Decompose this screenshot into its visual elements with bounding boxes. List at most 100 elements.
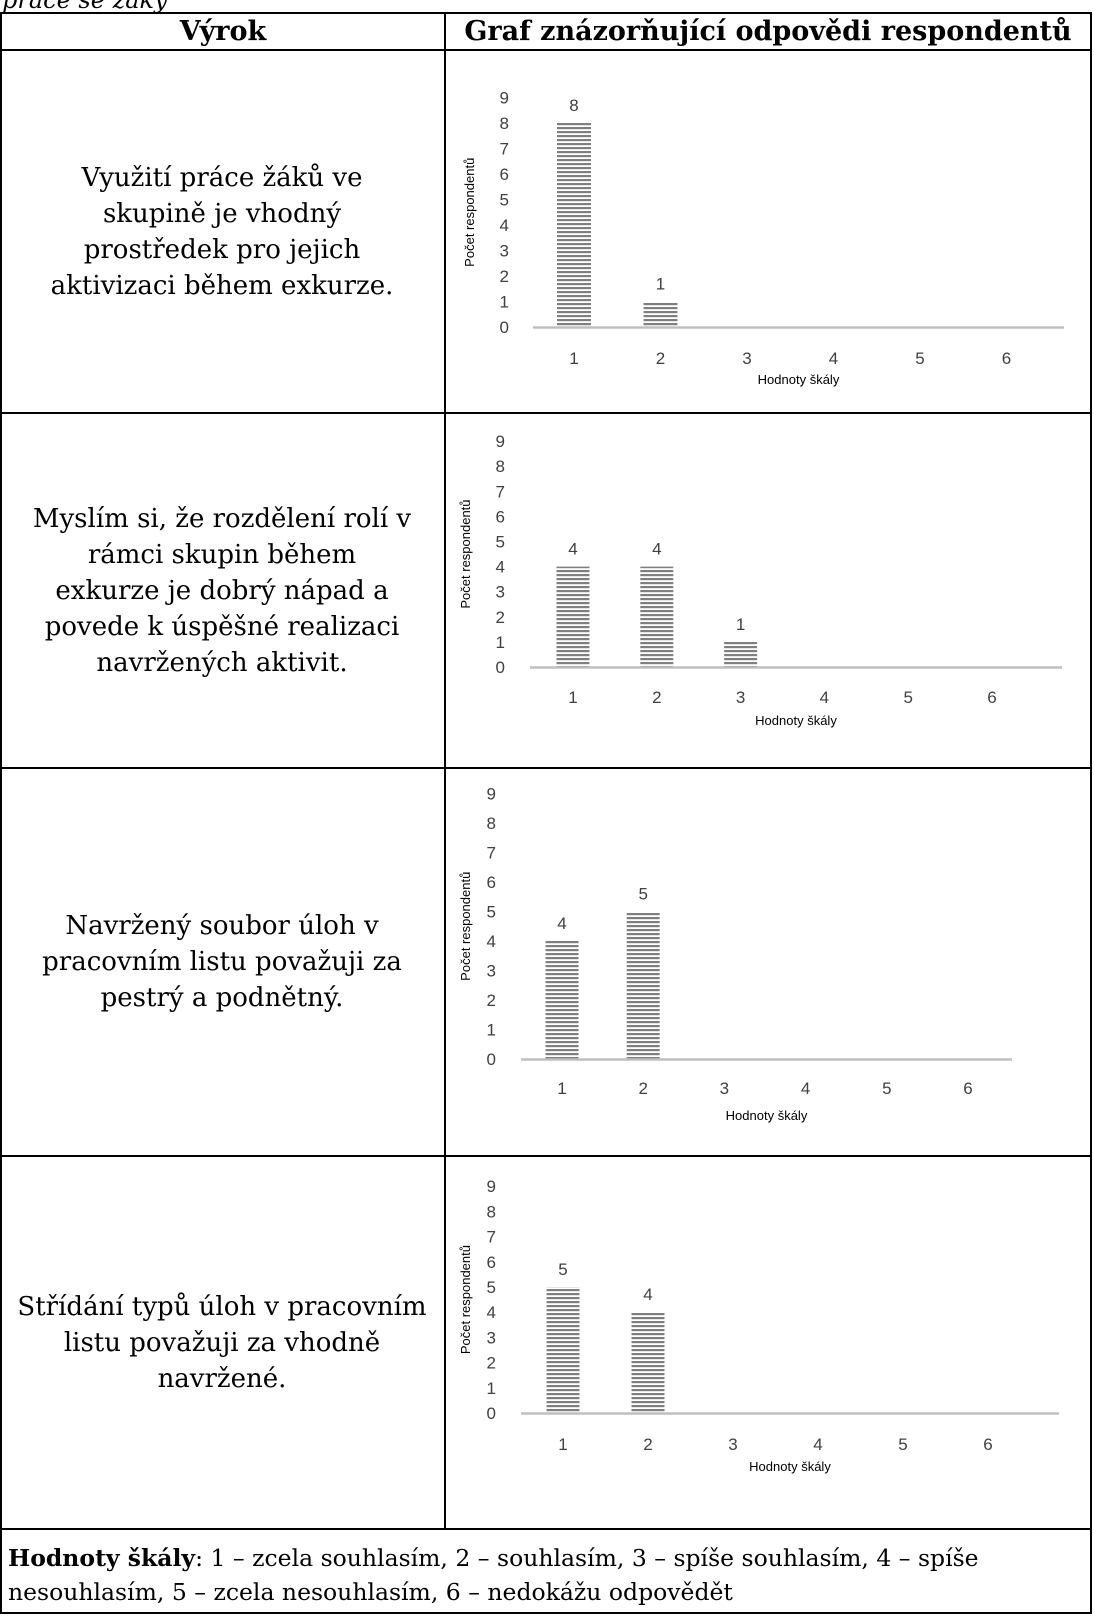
y-axis-title: Počet respondentů [462,158,477,267]
y-tick-label: 1 [496,633,505,652]
y-tick-label: 4 [487,932,496,951]
x-tick-label: 3 [728,1435,737,1454]
data-label: 4 [557,914,566,933]
x-tick-label: 4 [801,1079,810,1098]
y-tick-label: 8 [500,114,509,133]
column-divider [444,12,446,1529]
y-tick-label: 0 [487,1050,496,1069]
x-tick-label: 3 [736,688,745,707]
header-statement: Výrok [179,16,267,47]
bar [724,641,758,667]
statement-4: Střídání typů úloh v pracovním listu pov… [17,1291,427,1394]
y-tick-label: 0 [487,1404,496,1423]
row-divider [0,49,1092,51]
y-tick-label: 8 [496,457,505,476]
chart-3: 0 1 2 3 4 5 6 7 8 9 Počet respondentů 4 1 5 2 3 4 5 6 Hodno… [458,785,1012,1123]
x-tick-label: 6 [987,688,996,707]
x-tick-label: 5 [915,349,924,368]
table-border-left [0,12,2,1614]
x-tick-label: 6 [1002,349,1011,368]
row-divider [0,1155,1092,1157]
data-label: 4 [643,1285,652,1304]
x-tick-label: 3 [720,1079,729,1098]
x-tick-label: 1 [558,1435,567,1454]
y-tick-label: 5 [487,1278,496,1297]
y-tick-label: 3 [487,1328,496,1347]
y-tick-label: 9 [500,89,509,108]
y-tick-label: 7 [496,482,505,501]
x-tick-label: 2 [652,688,661,707]
x-tick-label: 5 [882,1079,891,1098]
x-axis-title: Hodnoty škály [758,372,840,387]
survey-table: Výrok Graf znázorňující odpovědi respond… [0,12,1092,1614]
x-tick-label: 4 [820,688,829,707]
x-axis-title: Hodnoty škály [755,713,837,728]
x-tick-label: 6 [963,1079,972,1098]
y-tick-label: 9 [487,785,496,804]
y-tick-label: 3 [487,962,496,981]
y-axis-title: Počet respondentů [458,1245,473,1354]
y-tick-label: 3 [496,583,505,602]
x-tick-label: 2 [656,349,665,368]
x-tick-label: 1 [569,349,578,368]
table-border-top [0,12,1092,14]
x-tick-label: 5 [903,688,912,707]
legend-label: Hodnoty škály [8,1544,196,1572]
y-tick-label: 6 [487,873,496,892]
data-label: 8 [569,96,578,115]
chart-2: 0 1 2 3 4 5 6 7 8 9 Počet respondentů 4 1 4 2 1 3 4 5 6 Hodn… [458,432,1062,728]
y-tick-label: 7 [500,140,509,159]
table-border-bottom [0,1612,1092,1614]
bar [626,911,660,1059]
row-divider [0,412,1092,414]
x-tick-label: 1 [568,688,577,707]
y-tick-label: 4 [496,558,505,577]
x-tick-label: 5 [898,1435,907,1454]
table-border-right [1090,12,1092,1614]
y-tick-label: 5 [496,533,505,552]
y-tick-label: 7 [487,1228,496,1247]
legend-text: : 1 – zcela souhlasím, 2 – souhlasím, 3 … [8,1544,979,1606]
y-tick-label: 8 [487,814,496,833]
x-tick-label: 4 [829,349,838,368]
y-tick-label: 6 [500,165,509,184]
statement-2: Myslím si, že rozdělení rolí v rámci sku… [32,503,412,678]
data-label: 4 [652,540,661,559]
y-tick-label: 2 [487,991,496,1010]
x-tick-label: 3 [742,349,751,368]
y-tick-label: 0 [496,658,505,677]
x-tick-label: 1 [557,1079,566,1098]
y-tick-label: 9 [496,432,505,451]
y-tick-label: 2 [496,608,505,627]
row-divider [0,767,1092,769]
data-label: 1 [736,615,745,634]
y-axis-title: Počet respondentů [458,872,473,981]
y-tick-label: 9 [487,1177,496,1196]
x-tick-label: 2 [643,1435,652,1454]
statement-1: Využití práce žáků ve skupině je vhodný … [50,162,394,301]
y-tick-label: 3 [500,242,509,261]
row-divider [0,1528,1092,1530]
bar [643,301,678,327]
x-tick-label: 4 [813,1435,822,1454]
bar [640,566,674,667]
y-axis-title: Počet respondentů [458,499,473,608]
x-tick-label: 6 [983,1435,992,1454]
header-chart: Graf znázorňující odpovědi respondentů [464,16,1072,47]
table-caption-fragment: práce se žáky [2,0,168,14]
y-tick-label: 8 [487,1202,496,1221]
y-tick-label: 2 [500,267,509,286]
data-label: 5 [638,885,647,904]
y-tick-label: 1 [487,1379,496,1398]
y-tick-label: 5 [487,903,496,922]
data-label: 4 [568,540,577,559]
y-tick-label: 7 [487,844,496,863]
x-axis-title: Hodnoty škály [749,1459,831,1474]
y-tick-label: 5 [500,191,509,210]
bar [631,1312,665,1413]
y-tick-label: 4 [487,1303,496,1322]
chart-1: 0 1 2 3 4 5 6 7 8 9 Počet respondentů 8 1 1 2 3 4 5 6 Hodno… [462,89,1064,387]
x-tick-label: 2 [638,1079,647,1098]
y-tick-label: 0 [500,318,509,337]
x-axis-title: Hodnoty škály [726,1108,808,1123]
